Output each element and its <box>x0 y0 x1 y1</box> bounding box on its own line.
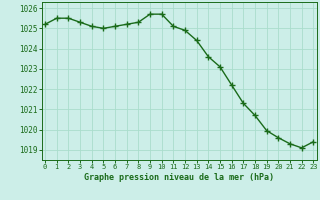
X-axis label: Graphe pression niveau de la mer (hPa): Graphe pression niveau de la mer (hPa) <box>84 173 274 182</box>
